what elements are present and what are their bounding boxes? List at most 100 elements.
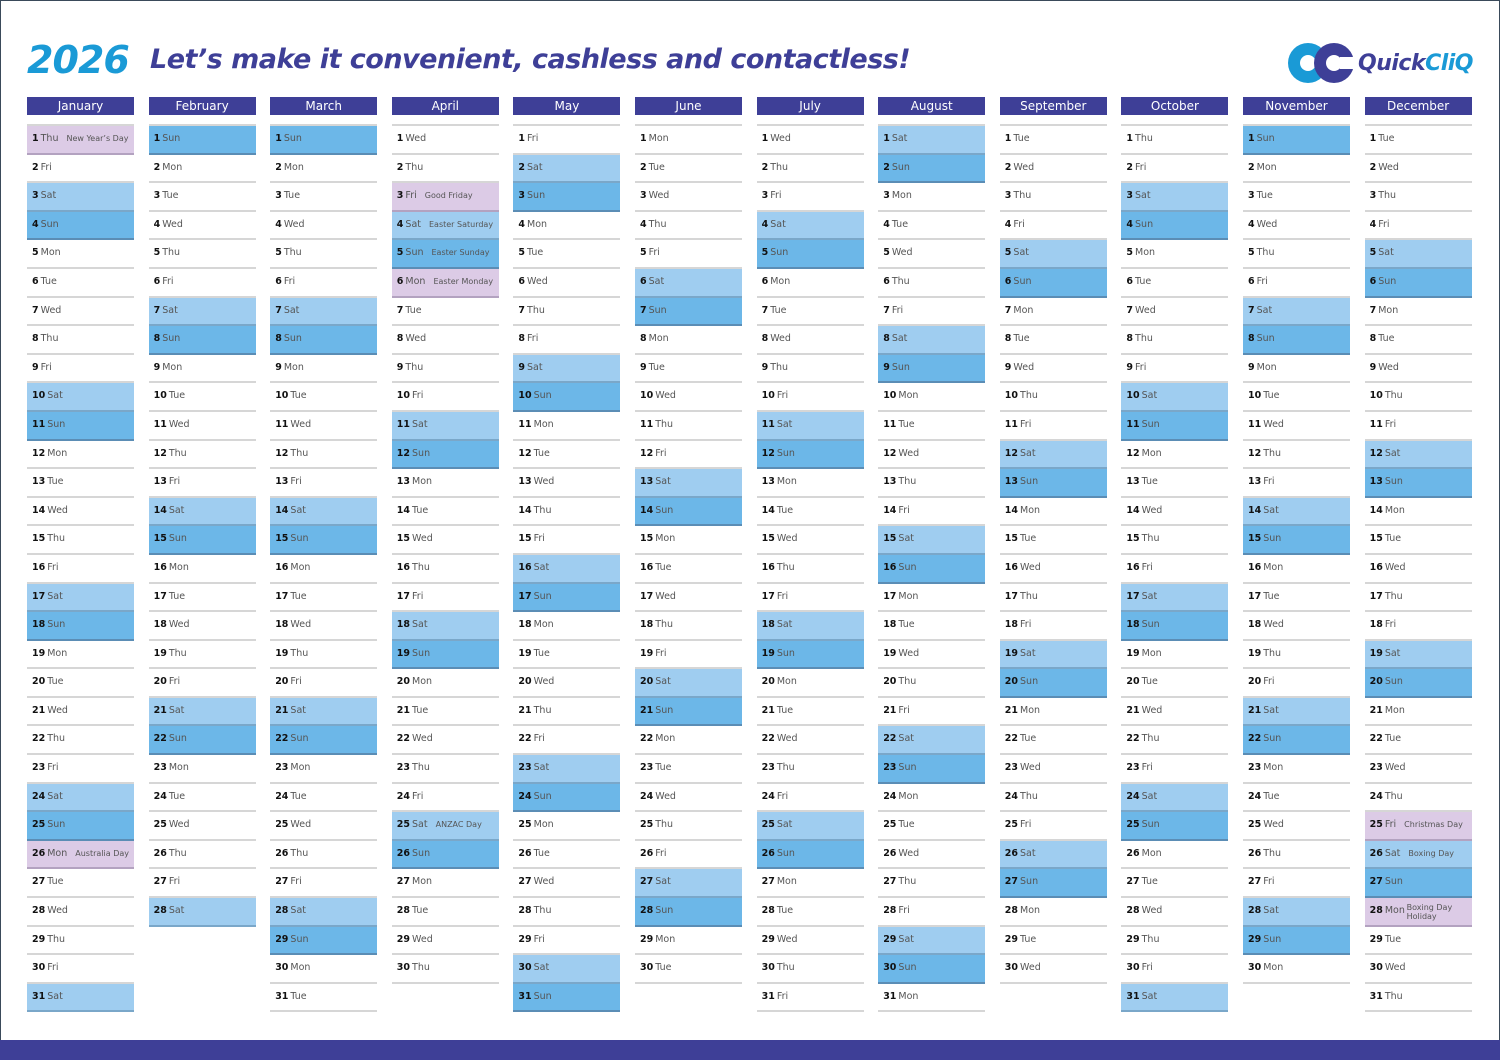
day-row: 2 Mon: [1243, 155, 1350, 184]
month-header: December: [1364, 97, 1472, 115]
weekday-label: Tue: [40, 275, 57, 287]
weekday-label: Fri: [290, 676, 302, 688]
day-row: 14 Fri: [878, 498, 986, 527]
day-number: 26: [396, 847, 411, 859]
weekday-label: Tue: [290, 590, 307, 602]
day-number: 31: [518, 990, 532, 1002]
day-row: 6 Fri: [270, 269, 378, 298]
day-row: 25 Tue: [878, 812, 986, 841]
weekday-label: Thu: [412, 762, 430, 774]
day-number: 11: [1369, 418, 1383, 430]
day-row: 25 Mon: [513, 812, 621, 841]
weekday-label: Fri: [1384, 418, 1397, 430]
day-list: 1 Tue 2 Wed 3 Thu 4 Fri 5 Sat 6 Sun 7 Mon 8 Tue 9 Wed 10 Th…: [999, 124, 1107, 984]
weekday-label: Fri: [47, 962, 59, 974]
day-row: 12 Sun: [391, 440, 499, 470]
holiday-label: Easter Saturday: [429, 219, 494, 229]
weekday-label: Mon: [283, 161, 304, 173]
day-row: 1 Sat: [878, 126, 986, 155]
weekday-label: Thu: [1378, 190, 1397, 202]
weekday-label: Thu: [1141, 933, 1160, 945]
day-row: 24 Fri: [756, 784, 864, 813]
day-row: 4 Fri: [999, 212, 1107, 241]
day-number: 15: [1369, 533, 1383, 545]
day-number: 10: [1369, 390, 1383, 402]
day-row: 1 Wed: [391, 126, 499, 155]
day-number: 15: [32, 533, 46, 545]
weekday-label: Thu: [770, 361, 789, 373]
day-row: 13 Thu: [878, 469, 986, 498]
weekday-label: Tue: [168, 590, 186, 602]
weekday-label: Mon: [1263, 962, 1284, 974]
weekday-label: Fri: [1141, 762, 1153, 774]
day-number: 18: [1126, 619, 1140, 631]
day-number: 25: [1126, 819, 1140, 831]
weekday-label: Tue: [1384, 933, 1402, 945]
weekday-label: Fri: [655, 647, 667, 659]
day-number: 7: [518, 304, 526, 316]
day-row: 18 Fri: [1364, 612, 1472, 641]
weekday-label: Fri: [412, 590, 424, 602]
day-row: 18 Mon: [513, 612, 621, 641]
day-row: 22 Sun: [270, 726, 378, 756]
day-number: 6: [153, 275, 161, 287]
weekday-label: Tue: [776, 504, 794, 516]
day-row: 21 Mon: [1364, 698, 1472, 727]
weekday-label: Mon: [776, 876, 797, 888]
weekday-label: Fri: [1135, 161, 1147, 173]
day-row: 22 Sun: [1243, 726, 1350, 756]
day-number: 18: [1004, 619, 1019, 631]
day-row: 15 Tue: [999, 526, 1107, 555]
day-row: 21 Sun: [635, 697, 742, 727]
day-row: 21 Tue: [756, 698, 864, 727]
weekday-label: Sat: [1020, 847, 1036, 859]
day-row: 1 Thu New Year’s Day: [27, 126, 134, 155]
day-number: 11: [396, 418, 411, 430]
day-row: 31 Thu: [1364, 984, 1472, 1013]
day-row: 22 Wed: [756, 726, 864, 756]
holiday-label: Easter Sunday: [431, 248, 490, 258]
day-row: 16 Thu: [756, 555, 864, 584]
weekday-label: Wed: [412, 533, 433, 545]
weekday-label: Sat: [1263, 704, 1279, 716]
day-number: 16: [32, 561, 46, 573]
day-number: 9: [883, 361, 890, 373]
day-row: 10 Thu: [1364, 383, 1472, 412]
day-row: 9 Fri: [1121, 355, 1229, 384]
day-row: 17 Tue: [148, 584, 256, 613]
day-row: 19 Thu: [1243, 641, 1350, 670]
weekday-label: Wed: [898, 647, 920, 659]
day-row: 23 Fri: [27, 755, 134, 784]
day-row: 4 Tue: [878, 212, 986, 241]
weekday-label: Fri: [162, 275, 174, 287]
day-row: 8 Sun: [270, 326, 378, 355]
day-row: 23 Wed: [999, 755, 1107, 784]
day-number: 4: [518, 218, 526, 230]
weekday-label: Mon: [168, 762, 189, 774]
day-number: 26: [761, 847, 775, 859]
day-row: 12 Sun: [756, 440, 864, 470]
weekday-label: Sat: [1263, 504, 1279, 516]
day-number: 6: [1248, 275, 1255, 287]
weekday-label: Mon: [776, 476, 797, 488]
day-number: 25: [396, 819, 411, 831]
day-number: 23: [518, 762, 532, 774]
day-row: 24 Fri: [391, 784, 499, 813]
day-number: 20: [883, 676, 897, 688]
day-number: 19: [883, 647, 897, 659]
day-number: 16: [1369, 561, 1383, 573]
weekday-label: Mon: [290, 762, 311, 774]
weekday-label: Wed: [168, 819, 190, 831]
day-row: 9 Mon: [270, 355, 378, 384]
weekday-label: Sat: [776, 418, 793, 430]
day-row: 7 Wed: [27, 298, 134, 327]
day-number: 13: [396, 476, 411, 488]
weekday-label: Wed: [412, 933, 433, 945]
weekday-label: Mon: [40, 247, 61, 259]
day-number: 5: [153, 247, 161, 259]
weekday-label: Sun: [1141, 418, 1160, 430]
weekday-label: Sat: [40, 190, 57, 202]
day-row: 16 Wed: [999, 555, 1107, 584]
weekday-label: Mon: [533, 418, 554, 430]
day-row: 27 Thu: [878, 869, 986, 899]
